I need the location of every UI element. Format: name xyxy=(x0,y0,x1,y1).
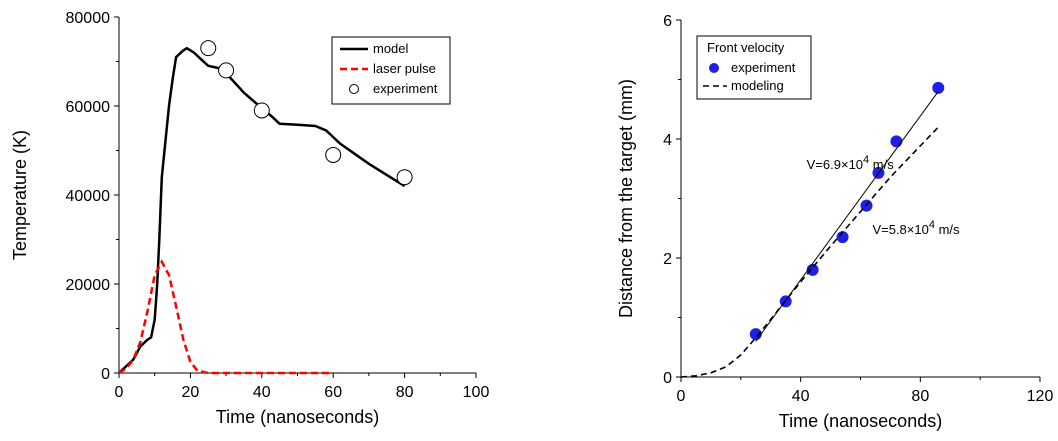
x-tick-label: 40 xyxy=(253,384,271,401)
experiment-point xyxy=(932,81,945,94)
y-tick-label: 0 xyxy=(663,370,672,387)
experiment-point xyxy=(253,102,270,119)
y-tick-label: 20000 xyxy=(66,277,111,294)
annotation-exponent: 4 xyxy=(863,154,869,166)
x-tick-label: 40 xyxy=(792,388,810,405)
velocity-annotation: V=6.9×104 m/s xyxy=(807,154,895,172)
legend-modeling-label: modeling xyxy=(731,78,784,93)
legend-title: Front velocity xyxy=(707,40,785,55)
annotation-unit: m/s xyxy=(935,222,960,237)
legend-experiment-label: experiment xyxy=(731,60,796,75)
experiment-point xyxy=(200,40,217,57)
experiment-point xyxy=(396,169,413,186)
experiment-point xyxy=(325,146,342,163)
y-tick-label: 4 xyxy=(663,132,672,149)
experiment-point xyxy=(890,135,903,148)
y-axis-label: Distance from the target (mm) xyxy=(616,79,636,318)
y-tick-label: 40000 xyxy=(66,188,111,205)
legend-experiment-swatch xyxy=(349,84,359,94)
experiment-point xyxy=(836,231,849,244)
x-tick-label: 80 xyxy=(396,384,414,401)
velocity-annotation: V=5.8×104 m/s xyxy=(872,219,960,237)
laser-pulse-series-line xyxy=(118,259,334,375)
y-tick-label: 80000 xyxy=(66,10,111,27)
experiment-point xyxy=(749,328,762,341)
x-tick-label: 120 xyxy=(1027,388,1054,405)
y-tick-label: 6 xyxy=(663,13,672,30)
experiment-point xyxy=(218,62,235,79)
x-tick-label: 20 xyxy=(182,384,200,401)
fit-series-line xyxy=(755,91,939,342)
legend-model-label: model xyxy=(373,41,409,56)
legend-experiment-swatch xyxy=(709,63,719,73)
x-tick-label: 60 xyxy=(324,384,342,401)
annotation-unit: m/s xyxy=(869,157,894,172)
x-tick-label: 0 xyxy=(677,388,686,405)
annotation-exponent: 4 xyxy=(929,219,935,231)
x-tick-label: 0 xyxy=(115,384,124,401)
y-tick-label: 2 xyxy=(663,251,672,268)
distance-chart: 0 40 80 120 0 2 4 6 Time (nanoseconds) Distance f… xyxy=(616,13,1053,431)
annotation-base: V=6.9×10 xyxy=(807,157,863,172)
annotation-base: V=5.8×10 xyxy=(872,222,928,237)
x-axis-label: Time (nanoseconds) xyxy=(216,407,379,427)
x-tick-label: 100 xyxy=(463,384,490,401)
y-axis-label: Temperature (K) xyxy=(10,130,30,260)
y-tick-label: 0 xyxy=(101,366,110,383)
modeling-series-line xyxy=(680,126,939,378)
y-tick-label: 60000 xyxy=(66,99,111,116)
model-series-line xyxy=(118,46,406,374)
x-axis-label: Time (nanoseconds) xyxy=(779,411,942,431)
legend-experiment-label: experiment xyxy=(373,81,438,96)
x-tick-label: 80 xyxy=(911,388,929,405)
legend-laser-pulse-label: laser pulse xyxy=(373,61,436,76)
temperature-chart: 0 20 40 60 80 100 0 20000 40000 60000 80000 Time (n… xyxy=(10,10,489,427)
